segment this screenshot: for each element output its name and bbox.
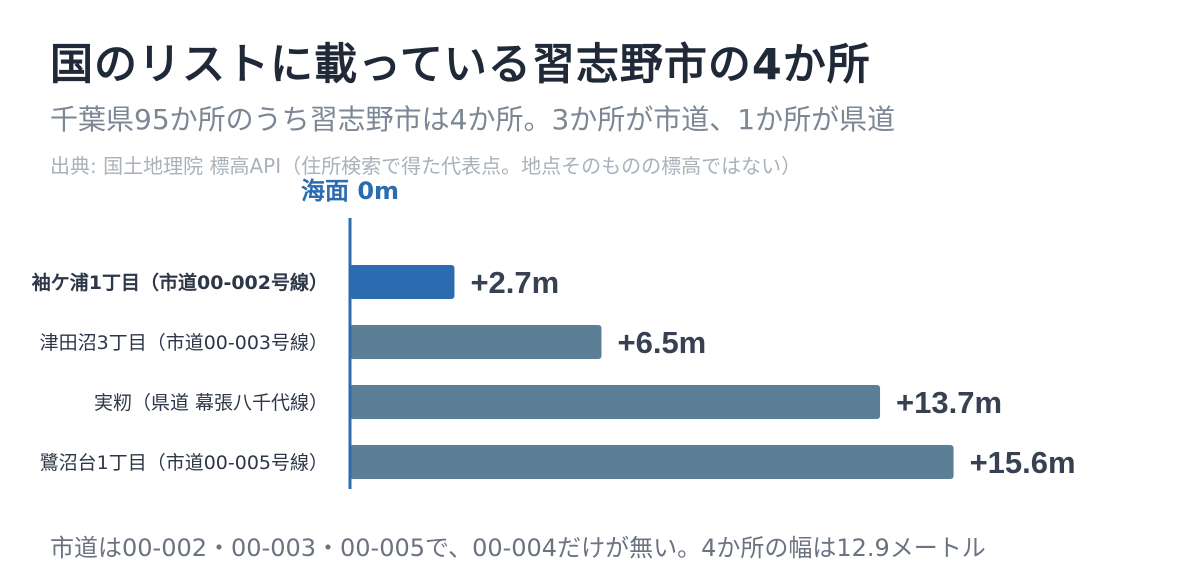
bar-3	[350, 385, 881, 419]
page-title: 国のリストに載っている習志野市の4か所	[50, 40, 871, 90]
category-label-4: 鷺沼台1丁目（市道00-005号線）	[40, 452, 328, 474]
value-label-1: +2.7m	[470, 265, 559, 300]
value-label-2: +6.5m	[617, 325, 706, 360]
bar-2	[350, 325, 602, 359]
value-label-3: +13.7m	[896, 385, 1002, 420]
chart-subtitle: 千葉県95か所のうち習志野市は4か所。3か所が市道、1か所が県道	[50, 103, 896, 136]
category-label-2: 津田沼3丁目（市道00-003号線）	[40, 332, 328, 354]
bar-4	[350, 445, 954, 479]
baseline-label: 海面 0m	[301, 177, 399, 205]
bar-1	[350, 265, 455, 299]
footnote: 市道は00-002・00-003・00-005で、00-004だけが無い。4か所…	[50, 534, 986, 562]
value-label-4: +15.6m	[970, 445, 1076, 480]
category-label-3: 実籾（県道 幕張八千代線）	[94, 392, 328, 414]
source-note: 出典: 国土地理院 標高API（住所検索で得た代表点。地点そのものの標高ではない…	[50, 154, 802, 178]
category-labels-group: 袖ケ浦1丁目（市道00-002号線） 津田沼3丁目（市道00-003号線） 実籾（県…	[32, 271, 328, 474]
value-labels-group: +2.7m +6.5m +13.7m +15.6m	[470, 265, 1075, 480]
category-label-1: 袖ケ浦1丁目（市道00-002号線）	[32, 271, 328, 294]
bar-chart: 袖ケ浦1丁目（市道00-002号線） 津田沼3丁目（市道00-003号線） 実籾（県…	[32, 177, 1076, 489]
bars-group	[350, 265, 954, 479]
